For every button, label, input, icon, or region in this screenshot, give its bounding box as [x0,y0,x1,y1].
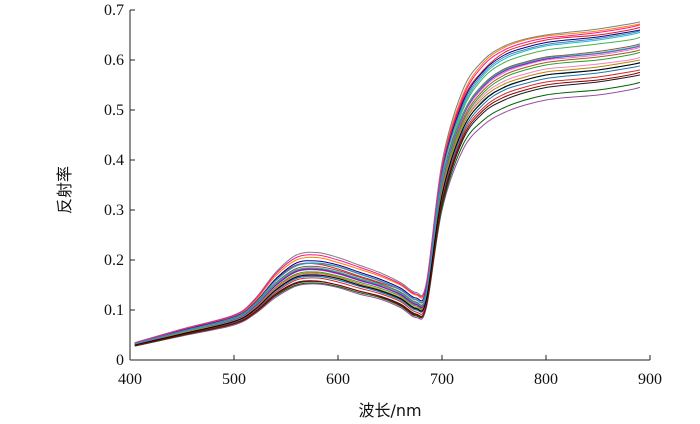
spectrum-line [134,69,641,346]
y-tick-label: 0.3 [104,202,124,219]
y-tick-label: 0.5 [104,102,124,119]
axes [129,10,650,361]
spectrum-line [134,62,641,346]
spectrum-line [134,45,641,345]
x-tick-label: 400 [118,371,142,388]
spectrum-line [134,65,641,346]
y-ticks: 0 0.1 0.2 0.3 0.4 0.5 0.6 0.7 [104,2,135,369]
y-tick-label: 0.7 [104,2,124,19]
y-axis-title: 反射率 [55,166,74,214]
spectrum-line [134,24,641,344]
y-tick-label: 0 [116,352,124,369]
spectrum-line [134,30,641,344]
spectrum-line [134,43,641,345]
spectrum-line [134,23,641,344]
series-lines [134,21,641,347]
x-tick-label: 700 [430,371,454,388]
y-tick-label: 0.1 [104,302,124,319]
y-tick-label: 0.6 [104,52,124,69]
y-tick-label: 0.4 [104,152,124,169]
spectrum-line [134,32,641,344]
x-tick-label: 800 [534,371,558,388]
spectrum-line [134,74,641,346]
spectrum-line [134,82,641,347]
spectrum-line [134,59,641,346]
spectrum-line [134,29,641,344]
x-tick-label: 500 [222,371,246,388]
x-tick-label: 600 [326,371,350,388]
spectrum-line [134,45,641,345]
spectrum-line [134,72,641,346]
spectrum-line [134,62,641,346]
spectrum-line [134,21,641,343]
x-tick-label: 900 [638,371,662,388]
x-axis-title: 波长/nm [358,401,421,420]
x-ticks: 400 500 600 700 800 900 [118,355,662,388]
y-tick-label: 0.2 [104,252,124,269]
spectrum-line [134,87,641,347]
